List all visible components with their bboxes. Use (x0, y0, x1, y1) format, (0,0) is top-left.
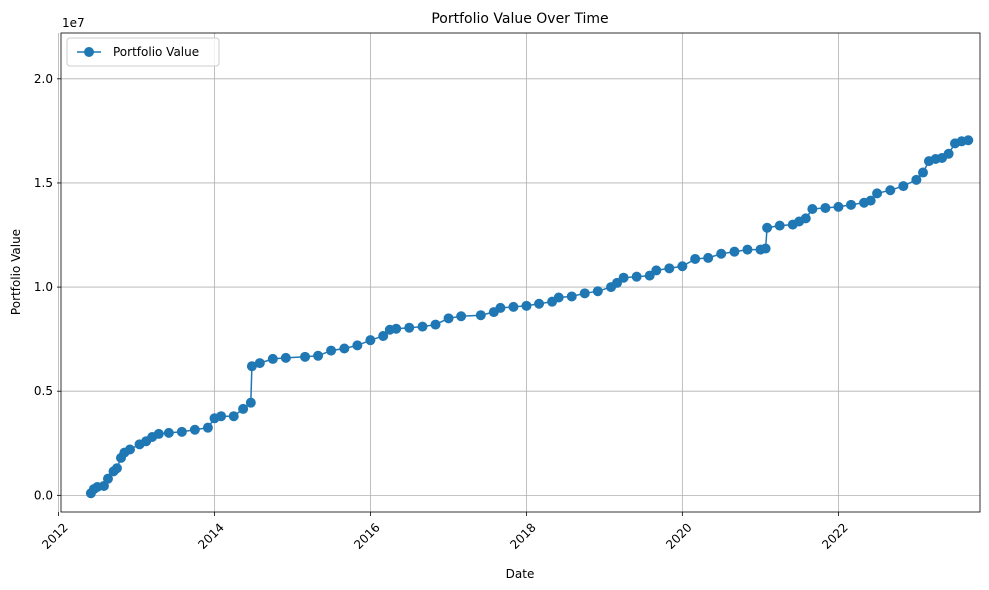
data-point (216, 411, 227, 422)
y-tick-label: 2.0 (34, 72, 53, 86)
data-point (228, 411, 239, 422)
data-point (592, 286, 603, 297)
data-point (911, 174, 922, 185)
data-point (898, 181, 909, 192)
data-point (238, 403, 249, 414)
legend-box (66, 37, 220, 67)
y-tick-label: 0.0 (34, 488, 53, 502)
chart-title: Portfolio Value Over Time (431, 11, 608, 27)
y-axis: 0.0 0.5 1.0 1.5 2.0 (34, 72, 61, 502)
data-point (774, 220, 785, 231)
data-point (495, 302, 506, 313)
data-point (742, 244, 753, 255)
data-point (703, 252, 714, 263)
legend: Portfolio Value (66, 37, 220, 67)
data-point (163, 427, 174, 438)
data-point (365, 335, 376, 346)
data-point (651, 265, 662, 276)
data-point (729, 246, 740, 257)
data-point (820, 202, 831, 213)
data-point (762, 222, 773, 233)
data-point (475, 310, 486, 321)
data-point (917, 167, 928, 178)
data-point (102, 473, 113, 484)
data-point (865, 195, 876, 206)
data-point (176, 426, 187, 437)
data-point (631, 271, 642, 282)
x-axis-title: Date (506, 567, 535, 581)
data-point (378, 331, 389, 342)
data-point (404, 322, 415, 333)
data-point (124, 444, 135, 455)
y-offset-label: 1e7 (62, 16, 85, 30)
data-point (313, 350, 324, 361)
data-point (300, 351, 311, 362)
y-axis-title: Portfolio Value (9, 229, 23, 315)
data-point (202, 422, 213, 433)
data-point (943, 148, 954, 159)
data-point (254, 358, 265, 369)
data-point (352, 340, 363, 351)
data-point (245, 397, 256, 408)
data-point (417, 321, 428, 332)
data-point (521, 300, 532, 311)
data-point (534, 298, 545, 309)
data-point (111, 463, 122, 474)
data-point (280, 352, 291, 363)
data-point (760, 243, 771, 254)
data-point (456, 311, 467, 322)
data-point (846, 199, 857, 210)
data-point (189, 424, 200, 435)
y-tick-label: 1.0 (34, 280, 53, 294)
data-series (85, 135, 974, 499)
grid (58, 33, 980, 512)
data-point (716, 248, 727, 259)
plot-frame (60, 32, 981, 513)
data-point (326, 345, 337, 356)
data-point (885, 185, 896, 196)
data-point (246, 361, 257, 372)
data-point (98, 480, 109, 491)
data-point (391, 323, 402, 334)
data-point (618, 272, 629, 283)
data-point (579, 288, 590, 299)
data-point (677, 261, 688, 272)
data-point (664, 263, 675, 274)
data-point (807, 203, 818, 214)
data-point (872, 188, 883, 199)
legend-label: Portfolio Value (113, 45, 199, 59)
data-point (267, 353, 278, 364)
data-point (566, 291, 577, 302)
data-point (833, 201, 844, 212)
legend-marker (84, 47, 94, 57)
data-point (430, 319, 441, 330)
data-point (508, 301, 519, 312)
data-point (800, 213, 811, 224)
y-tick-label: 1.5 (34, 176, 53, 190)
data-point (553, 292, 564, 303)
data-point (690, 253, 701, 264)
data-point (443, 313, 454, 324)
y-tick-label: 0.5 (34, 384, 53, 398)
data-point (963, 135, 974, 146)
data-point (153, 428, 164, 439)
data-point (339, 343, 350, 354)
